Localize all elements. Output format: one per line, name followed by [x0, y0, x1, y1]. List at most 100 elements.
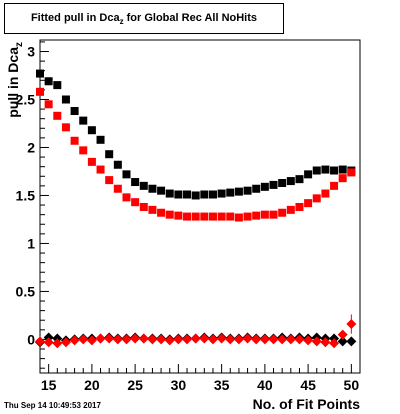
- data-point-diamond: [147, 334, 158, 345]
- data-point-square: [70, 136, 79, 145]
- data-point-diamond: [95, 333, 106, 344]
- data-point-square: [243, 186, 252, 195]
- data-point-square: [61, 95, 70, 104]
- data-point-square: [321, 165, 330, 174]
- data-point-diamond: [173, 334, 184, 345]
- data-point-diamond: [277, 334, 288, 345]
- data-point-square: [312, 166, 321, 175]
- data-point-square: [87, 126, 96, 135]
- data-point-diamond: [311, 336, 322, 347]
- data-point-square: [165, 210, 174, 219]
- data-point-square: [148, 184, 157, 193]
- data-point-square: [96, 165, 105, 174]
- data-point-square: [61, 123, 70, 132]
- x-tick-label: 20: [84, 377, 100, 393]
- data-point-square: [79, 116, 88, 125]
- data-point-square: [286, 205, 295, 214]
- data-point-diamond: [69, 335, 80, 346]
- data-point-square: [260, 210, 269, 219]
- data-point-square: [139, 181, 148, 190]
- x-tick-label: 15: [41, 377, 57, 393]
- data-point-square: [330, 166, 339, 175]
- data-point-diamond: [207, 334, 218, 345]
- data-point-square: [105, 176, 114, 185]
- data-point-square: [79, 146, 88, 155]
- data-point-square: [252, 184, 261, 193]
- data-point-diamond: [199, 333, 210, 344]
- x-tick-label: 40: [257, 377, 273, 393]
- data-point-diamond: [251, 334, 262, 345]
- y-tick-label: 1.5: [16, 187, 36, 203]
- data-point-diamond: [130, 333, 141, 344]
- y-tick-label: 0: [27, 331, 35, 347]
- y-axis-label: pull in Dcaz: [5, 42, 25, 118]
- data-point-diamond: [225, 334, 236, 345]
- data-points: [35, 69, 357, 349]
- data-point-square: [338, 174, 347, 183]
- data-point-square: [53, 81, 62, 90]
- plot-frame: [39, 39, 361, 374]
- data-point-diamond: [303, 335, 314, 346]
- data-point-square: [105, 150, 114, 159]
- data-point-diamond: [285, 334, 296, 345]
- data-point-square: [208, 190, 217, 199]
- data-point-diamond: [60, 337, 71, 348]
- data-point-square: [304, 170, 313, 179]
- x-tick-label: 45: [300, 377, 316, 393]
- data-point-square: [157, 208, 166, 217]
- data-point-diamond: [52, 338, 63, 349]
- data-point-square: [295, 175, 304, 184]
- data-point-diamond: [121, 334, 132, 345]
- data-point-square: [217, 212, 226, 221]
- data-point-square: [122, 170, 131, 179]
- data-point-diamond: [294, 334, 305, 345]
- data-point-diamond: [86, 335, 97, 346]
- data-point-square: [113, 184, 122, 193]
- data-point-square: [148, 205, 157, 214]
- y-tick-label: 0.5: [16, 283, 36, 299]
- data-point-square: [36, 69, 44, 78]
- data-point-square: [174, 190, 183, 199]
- data-point-square: [234, 213, 243, 222]
- data-point-diamond: [242, 333, 253, 344]
- data-point-square: [200, 190, 209, 199]
- data-point-square: [286, 177, 295, 186]
- data-point-square: [226, 188, 235, 197]
- data-point-diamond: [320, 337, 331, 348]
- data-point-square: [131, 198, 140, 207]
- data-point-square: [131, 178, 140, 187]
- data-point-square: [122, 193, 131, 202]
- data-point-square: [226, 212, 235, 221]
- data-point-square: [53, 111, 62, 120]
- data-point-square: [234, 187, 243, 196]
- y-axis: 0 0.5 1 1.5 2 2.5 3: [16, 41, 49, 369]
- y-tick-label: 2: [27, 139, 35, 155]
- x-axis: 15 20 25 30 35 40 45 50: [39, 364, 361, 393]
- data-point-square: [113, 160, 122, 169]
- data-point-square: [217, 189, 226, 198]
- data-point-diamond: [329, 338, 340, 349]
- data-point-square: [191, 191, 200, 200]
- data-point-square: [243, 212, 252, 221]
- data-point-square: [347, 168, 356, 177]
- data-point-square: [157, 186, 166, 195]
- data-point-diamond: [35, 336, 45, 347]
- data-point-diamond: [182, 334, 193, 345]
- data-point-square: [139, 202, 148, 211]
- timestamp: Thu Sep 14 10:49:53 2017: [4, 401, 101, 410]
- data-point-diamond: [346, 336, 357, 347]
- data-point-diamond: [337, 329, 348, 340]
- data-point-diamond: [156, 334, 167, 345]
- chart-title: Fitted pull in Dcaz for Global Rec All N…: [30, 12, 258, 27]
- x-axis-label: No. of Fit Points: [253, 396, 361, 412]
- data-point-diamond: [259, 334, 270, 345]
- data-point-square: [165, 189, 174, 198]
- data-point-square: [304, 199, 313, 208]
- data-point-square: [260, 182, 269, 191]
- data-point-square: [36, 87, 44, 96]
- data-point-diamond: [216, 333, 227, 344]
- data-point-square: [183, 190, 192, 199]
- chart-title-box: Fitted pull in Dcaz for Global Rec All N…: [4, 3, 284, 34]
- data-point-square: [44, 100, 53, 109]
